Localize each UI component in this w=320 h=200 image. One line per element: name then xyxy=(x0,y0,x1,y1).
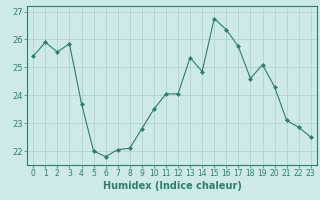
X-axis label: Humidex (Indice chaleur): Humidex (Indice chaleur) xyxy=(103,181,241,191)
